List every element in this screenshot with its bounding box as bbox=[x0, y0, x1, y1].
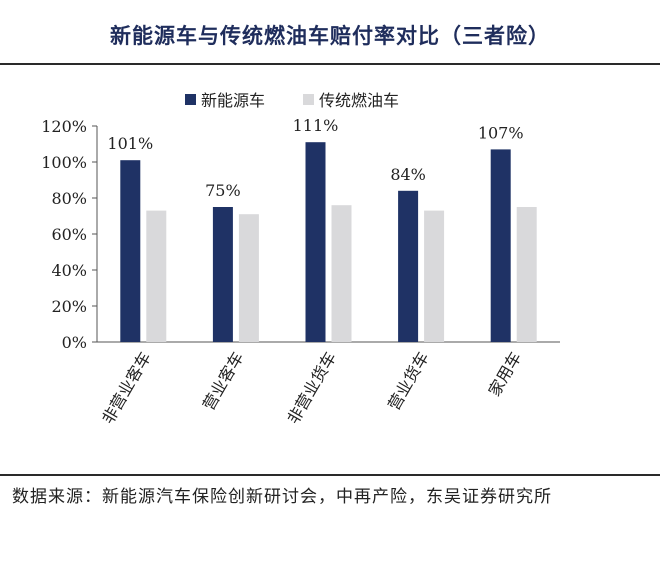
y-tick-label: 80% bbox=[51, 189, 87, 208]
y-tick-label: 20% bbox=[51, 297, 87, 316]
bar-ice bbox=[516, 207, 537, 342]
bar-nev bbox=[490, 149, 511, 342]
bar-nev bbox=[398, 190, 419, 342]
data-label-nev: 75% bbox=[205, 181, 241, 200]
y-tick-label: 0% bbox=[62, 333, 87, 352]
y-tick-label: 120% bbox=[41, 117, 87, 136]
source-note: 数据来源：新能源汽车保险创新研讨会，中再产险，东吴证券研究所 bbox=[12, 487, 552, 507]
bar-nev bbox=[120, 160, 141, 342]
y-tick-label: 40% bbox=[51, 261, 87, 280]
bar-ice bbox=[331, 205, 352, 342]
bar-nev bbox=[212, 207, 233, 342]
legend: 新能源车 传统燃油车 bbox=[185, 87, 437, 111]
x-tick-label: 家用车 bbox=[485, 349, 525, 400]
legend-item-nev: 新能源车 bbox=[185, 87, 265, 111]
y-tick-label: 60% bbox=[51, 225, 87, 244]
data-label-nev: 84% bbox=[390, 165, 426, 184]
x-tick-label: 非营业货车 bbox=[284, 349, 340, 428]
legend-label-ice: 传统燃油车 bbox=[319, 91, 400, 110]
x-tick-label: 营业货车 bbox=[384, 349, 432, 414]
chart-title: 新能源车与传统燃油车赔付率对比（三者险） bbox=[110, 24, 550, 48]
bar-ice bbox=[238, 214, 259, 342]
bar-chart: 0% 20% 40% 60% 80% 100% 120% 101% 非营业客车 75% 营业客车 11… bbox=[41, 116, 560, 428]
legend-label-nev: 新能源车 bbox=[201, 91, 266, 110]
x-tick-label: 营业客车 bbox=[199, 349, 247, 414]
x-tick-label: 非营业客车 bbox=[98, 349, 154, 428]
legend-swatch-ice bbox=[303, 93, 315, 105]
legend-swatch-nev bbox=[185, 93, 196, 105]
data-label-nev: 111% bbox=[293, 116, 339, 135]
source-divider bbox=[0, 474, 660, 476]
bar-ice bbox=[146, 210, 167, 342]
legend-item-ice: 传统燃油车 bbox=[303, 87, 399, 111]
bar-nev bbox=[305, 142, 326, 342]
y-tick-label: 100% bbox=[41, 153, 87, 172]
title-divider bbox=[0, 63, 660, 65]
data-label-nev: 101% bbox=[107, 134, 153, 153]
bar-ice bbox=[424, 210, 445, 342]
data-label-nev: 107% bbox=[478, 123, 524, 142]
